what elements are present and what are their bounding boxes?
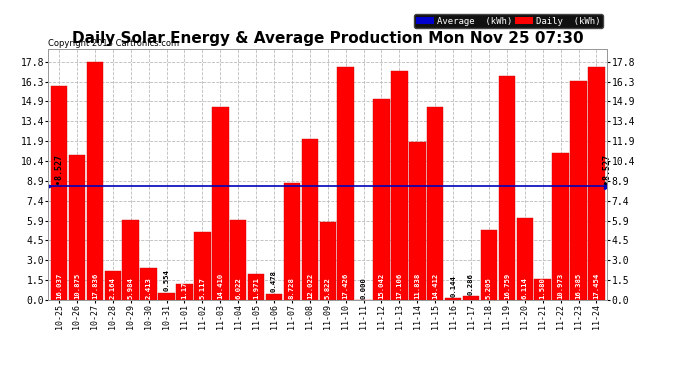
Bar	[105, 271, 121, 300]
Text: •8.527: •8.527	[54, 154, 63, 184]
Text: 1.971: 1.971	[253, 277, 259, 299]
Bar	[571, 81, 586, 300]
Text: 0.478: 0.478	[271, 270, 277, 292]
Text: 17.454: 17.454	[593, 273, 600, 299]
Bar	[535, 279, 551, 300]
Bar	[69, 154, 85, 300]
Text: 0.144: 0.144	[450, 275, 456, 297]
Bar	[517, 218, 533, 300]
Bar	[463, 296, 480, 300]
Text: 5.205: 5.205	[486, 277, 492, 299]
Bar	[337, 67, 354, 300]
Text: 17.106: 17.106	[396, 273, 402, 299]
Bar	[87, 62, 103, 300]
Text: 1.179: 1.179	[181, 277, 188, 299]
Text: 15.042: 15.042	[379, 273, 384, 299]
Title: Daily Solar Energy & Average Production Mon Nov 25 07:30: Daily Solar Energy & Average Production …	[72, 31, 584, 46]
Text: 16.385: 16.385	[575, 273, 582, 299]
Bar	[427, 107, 444, 300]
Bar	[553, 153, 569, 300]
Bar	[409, 142, 426, 300]
Bar	[122, 220, 139, 300]
Bar	[212, 107, 228, 300]
Text: •8.527: •8.527	[602, 154, 611, 184]
Bar	[391, 71, 408, 300]
Bar	[266, 294, 282, 300]
Text: 16.037: 16.037	[56, 273, 62, 299]
Text: 8.728: 8.728	[289, 277, 295, 299]
Bar	[588, 67, 604, 300]
Legend: Average  (kWh), Daily  (kWh): Average (kWh), Daily (kWh)	[414, 14, 602, 28]
Bar	[373, 99, 390, 300]
Text: 5.984: 5.984	[128, 277, 134, 299]
Bar	[481, 231, 497, 300]
Bar	[445, 298, 462, 300]
Text: 5.822: 5.822	[325, 277, 331, 299]
Text: 17.426: 17.426	[343, 273, 348, 299]
Text: 14.412: 14.412	[432, 273, 438, 299]
Bar	[319, 222, 336, 300]
Text: 12.022: 12.022	[307, 273, 313, 299]
Text: 10.973: 10.973	[558, 273, 564, 299]
Bar	[158, 292, 175, 300]
Bar	[176, 284, 193, 300]
Text: Copyright 2013 Cartronics.com: Copyright 2013 Cartronics.com	[48, 39, 179, 48]
Bar	[140, 268, 157, 300]
Text: 17.836: 17.836	[92, 273, 98, 299]
Bar	[284, 183, 300, 300]
Bar	[230, 219, 246, 300]
Bar	[194, 232, 210, 300]
Text: 11.838: 11.838	[414, 273, 420, 299]
Text: 5.117: 5.117	[199, 277, 206, 299]
Text: 2.164: 2.164	[110, 277, 116, 299]
Bar	[499, 76, 515, 300]
Text: 14.410: 14.410	[217, 273, 224, 299]
Bar	[302, 140, 318, 300]
Bar	[51, 86, 68, 300]
Text: 6.114: 6.114	[522, 277, 528, 299]
Text: 0.000: 0.000	[361, 278, 366, 299]
Text: 0.554: 0.554	[164, 269, 170, 291]
Text: 16.759: 16.759	[504, 273, 510, 299]
Text: 10.875: 10.875	[74, 273, 80, 299]
Text: 2.413: 2.413	[146, 277, 152, 299]
Text: 0.286: 0.286	[468, 273, 474, 295]
Text: 6.022: 6.022	[235, 277, 242, 299]
Text: 1.580: 1.580	[540, 277, 546, 299]
Bar	[248, 274, 264, 300]
